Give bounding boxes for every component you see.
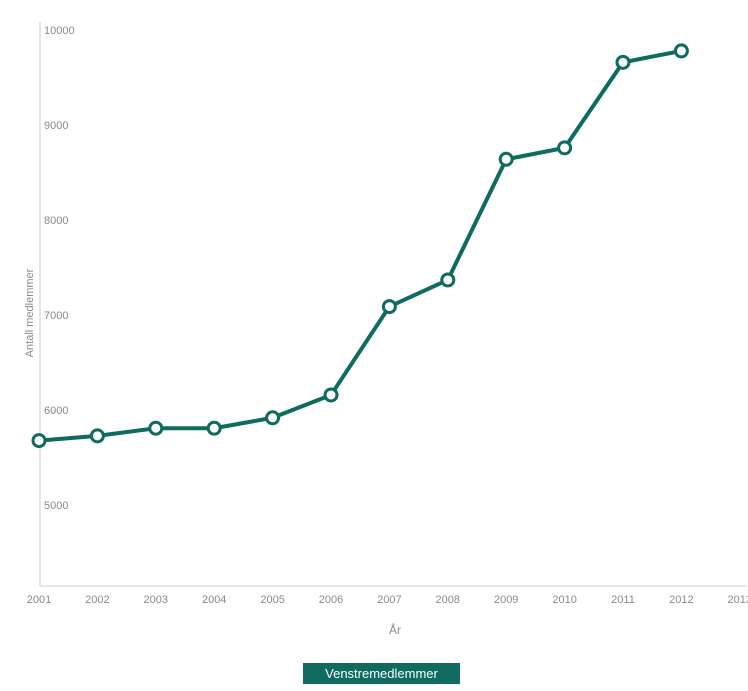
- data-point: [89, 428, 105, 444]
- x-tick-label: 2002: [85, 594, 109, 606]
- data-point: [31, 433, 47, 449]
- series-line: [37, 48, 684, 443]
- data-point: [381, 299, 397, 315]
- data-point: [440, 272, 456, 288]
- x-tick-label: 2006: [319, 594, 343, 606]
- x-tick-label: 2005: [260, 594, 284, 606]
- x-tick-label: 2007: [377, 594, 401, 606]
- y-tick-label: 10000: [44, 25, 75, 37]
- y-tick-label: 9000: [44, 120, 68, 132]
- data-point: [148, 420, 164, 436]
- data-point: [498, 151, 514, 167]
- y-axis-title: Antall medlemmer: [24, 268, 36, 357]
- legend-item: Venstremedlemmer: [303, 663, 460, 684]
- data-point: [615, 54, 631, 70]
- y-tick-label: 5000: [44, 500, 68, 512]
- x-axis-title: År: [389, 622, 401, 637]
- data-point: [673, 43, 689, 59]
- x-tick-label: 2003: [144, 594, 168, 606]
- y-tick-label: 7000: [44, 310, 68, 322]
- y-tick-label: 6000: [44, 405, 68, 417]
- y-tick-label: 8000: [44, 215, 68, 227]
- x-tick-label: 2009: [494, 594, 518, 606]
- x-tick-label: 2012: [669, 594, 693, 606]
- x-tick-label: 2010: [552, 594, 576, 606]
- data-point: [323, 387, 339, 403]
- x-tick-label: 2001: [27, 594, 51, 606]
- x-tick-label: 2011: [611, 594, 635, 606]
- x-tick-label: 2013: [728, 594, 748, 606]
- x-tick-label: 2008: [436, 594, 460, 606]
- data-point: [265, 410, 281, 426]
- data-point: [206, 420, 222, 436]
- data-point: [557, 140, 573, 156]
- x-tick-label: 2004: [202, 594, 226, 606]
